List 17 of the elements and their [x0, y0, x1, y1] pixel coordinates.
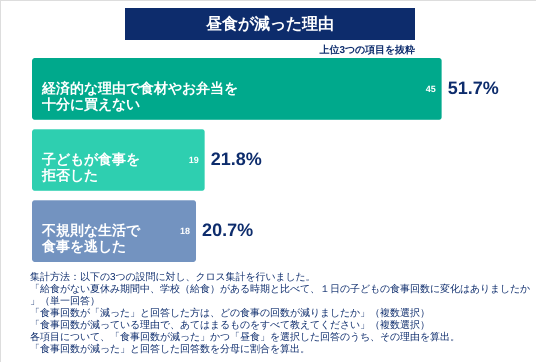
- text: 「食事回数が減っている理由で、あてはまるものをすべて教えてください」（複数選択）: [30, 319, 430, 331]
- y-tick-label: 経済的な理由で食材やお弁当を十分に買えない: [41, 80, 238, 112]
- chart-subtitle: 上位3つの項目を抜粋: [318, 44, 415, 56]
- y-tick-label: 子どもが食事を拒否した: [41, 151, 140, 183]
- data-label: 20.7%: [202, 220, 254, 240]
- text: 「給食がない夏休み期間中、学校（給食）がある時期と比べて、１日の子どもの食事回数に変化はありましたか」（単一回答）: [30, 283, 530, 307]
- annotation: 18: [180, 226, 190, 236]
- y-tick-label: 不規則な生活で食事を逃した: [41, 222, 141, 254]
- annotation: 45: [426, 84, 436, 94]
- data-label: 21.8%: [210, 149, 262, 169]
- text: 「食事回数が「減った」と回答した方は、どの食事の回数が減りましたか」（複数選択）: [30, 307, 430, 319]
- data-label: 51.7%: [448, 78, 499, 98]
- chart-title: 昼食が減った理由: [205, 15, 334, 33]
- annotation: 集計方法：以下の3つの設問に対し、クロス集計を行いました。: [30, 271, 316, 283]
- text: 各項目について、「食事回数が減った」かつ「昼食」を選択した回答のうち、その理由を算出。: [30, 331, 460, 343]
- text: 「食事回数が減った」と回答した回答数を分母に割合を算出。: [30, 343, 310, 355]
- annotation: 19: [188, 155, 199, 165]
